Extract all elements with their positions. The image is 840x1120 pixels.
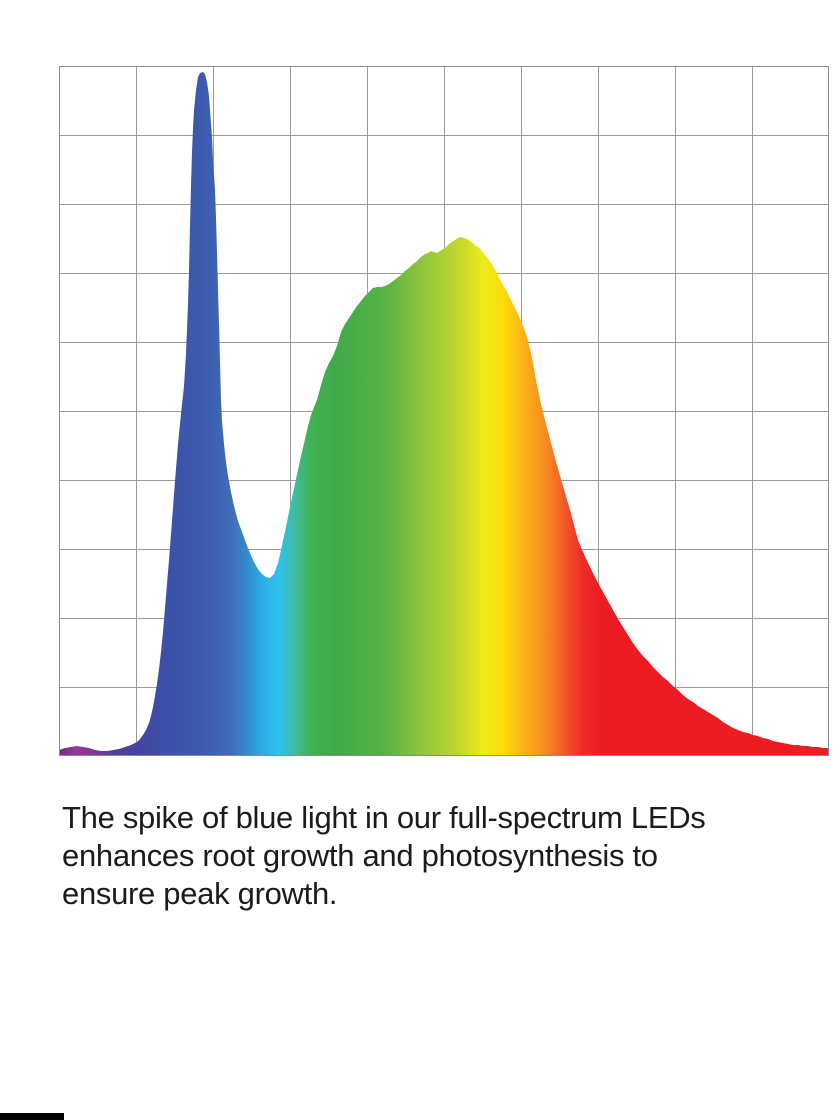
caption: The spike of blue light in our full-spec… xyxy=(62,799,802,913)
caption-line-2: enhances root growth and photosynthesis … xyxy=(62,838,658,873)
caption-line-1: The spike of blue light in our full-spec… xyxy=(62,800,706,835)
bottom-left-bar xyxy=(0,1113,64,1120)
spectrum-chart xyxy=(59,66,829,756)
spectrum-chart-svg xyxy=(59,66,829,756)
caption-line-3: ensure peak growth. xyxy=(62,876,338,911)
